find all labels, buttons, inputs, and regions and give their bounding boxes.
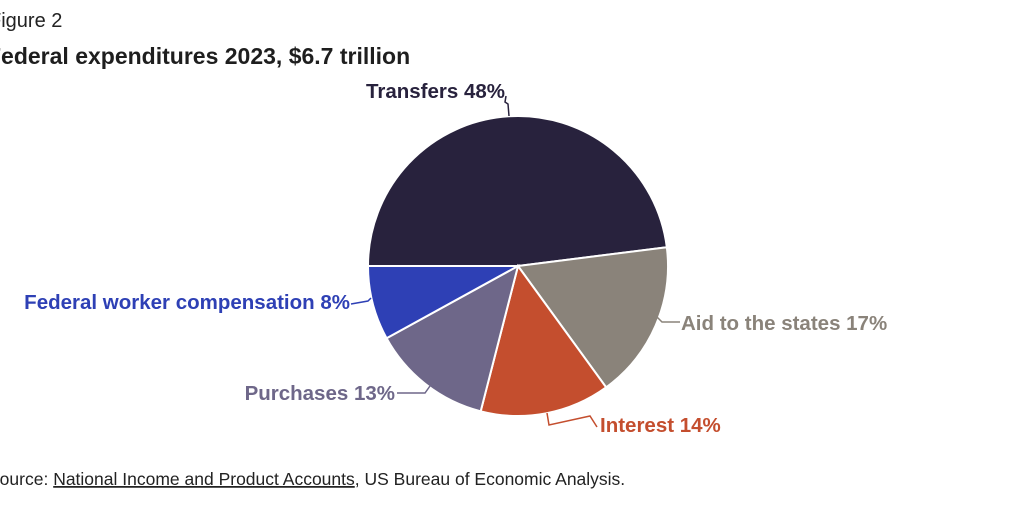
pie-slice-transfers [366, 115, 668, 267]
source-suffix: , US Bureau of Economic Analysis. [355, 469, 625, 489]
slice-label: Interest 14% [600, 414, 721, 437]
figure-label: Figure 2 [0, 10, 62, 32]
pie-slice-purchases [385, 264, 520, 413]
leader-line [546, 412, 598, 428]
chart-title: Federal expenditures 2023, $6.7 trillion [0, 43, 410, 69]
leader-line [397, 385, 431, 394]
pie-slice-federal-worker-compensation [366, 265, 519, 340]
source-note: Source: National Income and Product Acco… [0, 469, 625, 489]
source-link[interactable]: National Income and Product Accounts [53, 469, 355, 489]
leader-line [504, 95, 510, 117]
pie-slice-interest [479, 263, 608, 417]
leader-line [655, 315, 680, 323]
slice-label: Aid to the states 17% [681, 312, 887, 335]
slice-label: Federal worker compensation 8% [24, 291, 350, 314]
pie-slice-aid-to-the-states [516, 246, 669, 389]
leader-line [350, 297, 372, 305]
source-prefix: Source: [0, 469, 53, 489]
slice-label: Transfers 48% [366, 80, 505, 103]
slice-label: Purchases 13% [245, 382, 395, 405]
